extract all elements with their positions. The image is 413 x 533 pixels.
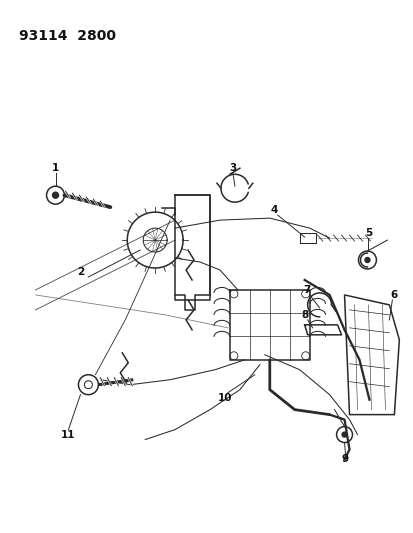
Circle shape xyxy=(341,432,346,437)
Text: 1: 1 xyxy=(52,163,59,173)
Text: 7: 7 xyxy=(302,285,310,295)
Text: 6: 6 xyxy=(390,290,397,300)
Text: 4: 4 xyxy=(269,205,277,215)
Text: 2: 2 xyxy=(77,267,84,277)
Text: 5: 5 xyxy=(364,228,371,238)
Circle shape xyxy=(364,257,369,263)
Text: 10: 10 xyxy=(217,393,232,402)
Text: 9: 9 xyxy=(341,455,348,464)
Text: 93114  2800: 93114 2800 xyxy=(19,29,115,43)
Circle shape xyxy=(52,192,58,198)
Text: 11: 11 xyxy=(61,430,76,440)
Text: 8: 8 xyxy=(300,310,308,320)
Text: 3: 3 xyxy=(229,163,236,173)
